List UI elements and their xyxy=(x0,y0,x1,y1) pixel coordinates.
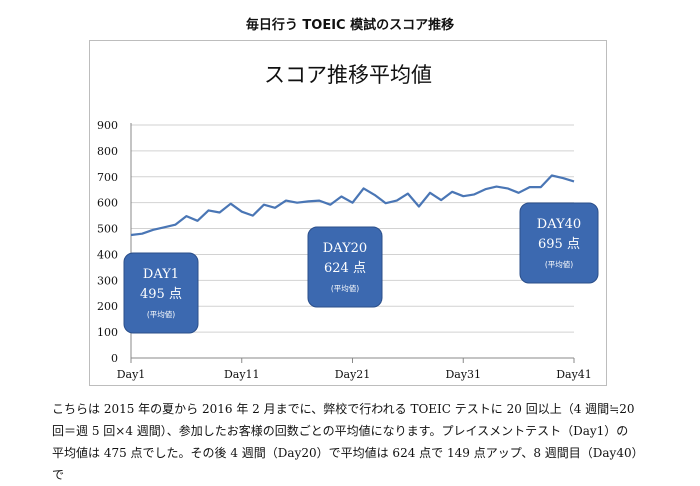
callout-title: DAY1 xyxy=(143,267,179,282)
chart-frame: スコア推移平均値 0 100 200 300 400 500 600 700 800 900 Day1… xyxy=(89,40,607,386)
y-tick-label: 400 xyxy=(97,248,118,261)
callout-title: DAY40 xyxy=(537,217,581,232)
y-tick-label: 800 xyxy=(97,145,118,158)
x-tick-label: Day21 xyxy=(335,368,371,381)
callout-value: 495 点 xyxy=(140,287,182,302)
chart-title: スコア推移平均値 xyxy=(264,63,432,87)
y-tick-label: 100 xyxy=(97,326,118,339)
callout-value: 624 点 xyxy=(324,261,366,276)
callout-note: (平均値) xyxy=(147,309,175,319)
body-text: こちらは 2015 年の夏から 2016 年 2 月までに、弊校で行われる TO… xyxy=(52,398,652,486)
callout-title: DAY20 xyxy=(323,241,367,256)
x-tick-label: Day31 xyxy=(445,368,481,381)
callout-box xyxy=(123,252,199,334)
y-tick-label: 200 xyxy=(97,300,118,313)
score-line-chart: スコア推移平均値 0 100 200 300 400 500 600 700 800 900 Day1… xyxy=(97,63,599,381)
y-tick-label: 300 xyxy=(97,274,118,287)
body-line: 平均値は 475 点でした。その後 4 週間（Day20）で平均値は 624 点… xyxy=(52,446,644,482)
y-tick-label: 500 xyxy=(97,223,118,236)
x-tick-label: Day11 xyxy=(224,368,260,381)
x-tick-label: Day41 xyxy=(556,368,592,381)
body-line: 回＝週 5 回×4 週間）、参加したお客様の回数ごとの平均値になります。プレイス… xyxy=(52,424,629,438)
callout-box xyxy=(307,226,383,308)
page-title: 毎日行う TOEIC 模試のスコア推移 xyxy=(245,18,455,33)
callout-note: (平均値) xyxy=(545,259,573,269)
callout-value: 695 点 xyxy=(538,237,580,252)
callout-box xyxy=(519,202,599,284)
y-tick-label: 0 xyxy=(111,352,118,365)
body-line: こちらは 2015 年の夏から 2016 年 2 月までに、弊校で行われる TO… xyxy=(52,402,635,416)
y-tick-label: 900 xyxy=(97,119,118,132)
x-tick-label: Day1 xyxy=(117,368,146,381)
series-line xyxy=(130,174,575,237)
y-tick-label: 600 xyxy=(97,197,118,210)
y-tick-label: 700 xyxy=(97,171,118,184)
callout-note: (平均値) xyxy=(331,283,359,293)
